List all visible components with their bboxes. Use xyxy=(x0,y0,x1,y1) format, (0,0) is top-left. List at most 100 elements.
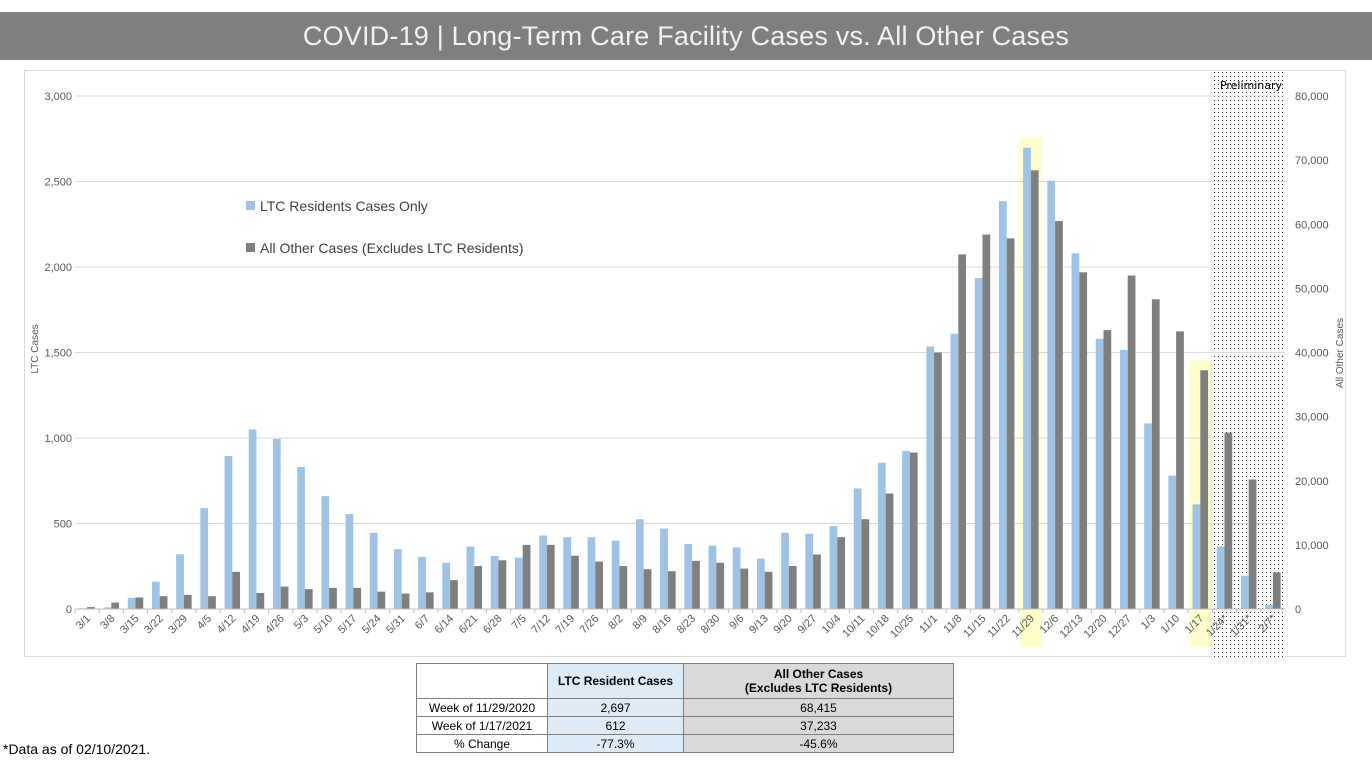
legend-swatch-ltc xyxy=(246,201,255,210)
bar-ltc xyxy=(781,532,789,609)
chart-title: COVID-19 | Long-Term Care Facility Cases… xyxy=(302,20,1070,51)
y-tick-label-right: 20,000 xyxy=(1295,476,1329,488)
x-tick-label: 9/27 xyxy=(796,613,820,637)
row-other-value: 37,233 xyxy=(683,716,954,735)
bar-ltc xyxy=(345,514,354,609)
bar-other xyxy=(813,554,821,609)
y-tick-label-right: 80,000 xyxy=(1295,91,1329,103)
x-tick-label: 3/29 xyxy=(166,613,190,637)
bar-other xyxy=(87,607,95,609)
x-tick-label: 6/7 xyxy=(413,613,432,632)
bar-ltc xyxy=(805,533,814,609)
bar-ltc xyxy=(660,528,668,609)
row-ltc-value: -77.3% xyxy=(547,734,684,753)
x-tick-label: 9/6 xyxy=(727,613,746,632)
y-axis-title-right: All Other Cases xyxy=(1335,318,1346,388)
bar-ltc xyxy=(950,333,959,609)
bar-other xyxy=(788,566,797,609)
row-label: Week of 11/29/2020 xyxy=(416,698,548,717)
bar-ltc xyxy=(539,535,547,609)
x-tick-label: 11/15 xyxy=(961,613,988,640)
bar-ltc xyxy=(902,450,910,609)
x-tick-label: 3/1 xyxy=(74,613,93,632)
bar-ltc xyxy=(442,562,451,609)
bar-other xyxy=(183,594,192,609)
bar-other xyxy=(885,493,894,609)
x-tick-label: 5/10 xyxy=(312,613,336,637)
x-tick-label: 8/30 xyxy=(699,613,723,637)
bar-other xyxy=(280,586,289,609)
legend-swatch-other xyxy=(246,243,255,252)
bar-other xyxy=(329,587,337,609)
y-tick-label-right: 0 xyxy=(1295,604,1301,616)
bar-other xyxy=(909,452,918,609)
y-tick-label-left: 500 xyxy=(54,519,72,531)
y-tick-label-right: 60,000 xyxy=(1295,219,1329,231)
bar-ltc xyxy=(1095,338,1104,609)
bar-other xyxy=(571,555,579,609)
x-tick-label: 8/2 xyxy=(606,613,625,632)
table-header-empty xyxy=(416,663,548,699)
y-tick-label-left: 1,000 xyxy=(44,433,72,445)
bar-ltc xyxy=(1144,423,1152,609)
bar-ltc xyxy=(321,496,330,609)
bar-other xyxy=(401,593,410,609)
x-tick-label: 5/17 xyxy=(336,613,360,637)
x-tick-label: 10/4 xyxy=(820,613,844,637)
bar-ltc xyxy=(1168,475,1177,609)
bar-other xyxy=(450,580,458,609)
bar-ltc xyxy=(587,537,596,609)
x-tick-label: 8/9 xyxy=(631,613,650,632)
bar-ltc xyxy=(1240,575,1249,609)
bar-ltc xyxy=(466,546,475,609)
bar-ltc xyxy=(1216,546,1225,609)
x-tick-label: 9/20 xyxy=(771,613,795,637)
bar-ltc xyxy=(200,508,209,609)
row-ltc-value: 612 xyxy=(547,716,684,735)
bar-other xyxy=(474,566,483,609)
legend-label-ltc: LTC Residents Cases Only xyxy=(260,198,428,214)
bar-ltc xyxy=(369,532,378,609)
y-tick-label-right: 50,000 xyxy=(1295,283,1329,295)
bar-other xyxy=(522,544,531,609)
chart-svg: 0 500 1,000 1,500 2,000 2,500 3,000 0 10,000 20,0… xyxy=(30,71,1346,657)
bar-other xyxy=(958,254,967,610)
bar-ltc xyxy=(853,488,862,609)
table-row: Week of 11/29/2020 2,697 68,415 xyxy=(416,698,954,717)
x-tick-label: 3/15 xyxy=(118,613,142,637)
bar-other xyxy=(619,566,628,609)
x-tick-label: 11/22 xyxy=(985,613,1012,640)
summary-table-header: LTC Resident Cases All Other Cases (Excl… xyxy=(416,663,954,699)
bar-ltc xyxy=(248,429,257,609)
bar-other xyxy=(1030,170,1039,609)
x-tick-label: 7/12 xyxy=(529,613,553,637)
table-header-other: All Other Cases (Excludes LTC Residents) xyxy=(683,663,954,699)
bar-other xyxy=(304,589,313,609)
bar-ltc xyxy=(926,346,935,609)
bar-other xyxy=(377,591,386,609)
y-tick-label-left: 1,500 xyxy=(44,348,72,360)
x-tick-label: 4/19 xyxy=(239,613,263,637)
row-other-value: 68,415 xyxy=(683,698,954,717)
y-tick-label-right: 70,000 xyxy=(1295,155,1329,167)
table-row: % Change -77.3% -45.6% xyxy=(416,734,954,753)
preliminary-label: Preliminary xyxy=(1220,79,1283,92)
bar-ltc xyxy=(708,545,717,609)
bar-ltc xyxy=(756,558,765,609)
bar-ltc xyxy=(1119,349,1128,609)
x-tick-label: 6/14 xyxy=(433,613,457,637)
x-tick-label: 10/18 xyxy=(864,613,892,641)
y-tick-label-left: 0 xyxy=(66,604,72,616)
x-tick-label: 11/1 xyxy=(917,613,940,636)
bar-other xyxy=(861,519,870,609)
bar-ltc xyxy=(514,557,523,609)
x-tick-label: 4/5 xyxy=(195,613,214,632)
bar-ltc xyxy=(684,544,693,609)
bar-ltc xyxy=(998,201,1007,610)
bar-ltc xyxy=(563,537,572,609)
y-tick-label-right: 40,000 xyxy=(1295,348,1329,360)
bar-other xyxy=(135,597,144,609)
bar-other xyxy=(1248,479,1257,609)
x-tick-label: 5/31 xyxy=(384,613,408,637)
x-tick-label: 10/25 xyxy=(888,613,916,641)
